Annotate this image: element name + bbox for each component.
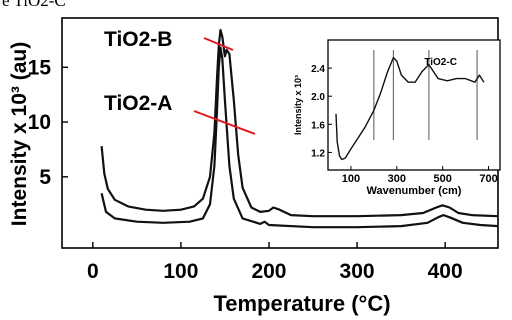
inset-x-tick-label: 300 — [388, 173, 406, 185]
x-tick-label: 200 — [251, 260, 286, 283]
y-axis-label: Intensity x 10³ (au) — [8, 42, 31, 226]
y-tick-label: 10 — [28, 111, 51, 134]
series-line-tio2-b — [100, 28, 499, 218]
y-tick-label: 15 — [28, 56, 52, 79]
inset-y-tick-label: 2.4 — [311, 64, 325, 75]
inset-x-tick-label: 500 — [433, 173, 451, 185]
inset-x-tick-label: 700 — [479, 173, 497, 185]
x-tick-label: 0 — [87, 260, 99, 283]
inset-frame — [327, 39, 501, 171]
x-tick-label: 100 — [163, 260, 198, 283]
inset-y-tick-label: 2.0 — [311, 92, 325, 103]
inset-chart: 100 300 500 700 1.2 1.6 2.0 2.4 Wavenumber (cm) I… — [293, 39, 501, 197]
series-line-tio2-a — [100, 46, 499, 229]
x-tick-label: 300 — [340, 260, 375, 283]
x-tick-label: 400 — [428, 260, 463, 283]
inset-y-tick-label: 1.2 — [311, 148, 325, 159]
inset-y-axis-label: Intensity x 10³ — [293, 75, 303, 135]
annotation-leader-tio2-b — [203, 37, 234, 51]
x-axis-label: Temperature (°C) — [213, 291, 390, 316]
inset-series-line — [335, 56, 485, 161]
annotation-tio2-a: TiO2-A — [104, 92, 172, 115]
annotation-leader-tio2-a — [193, 110, 256, 135]
inset-x-tick-label: 100 — [342, 173, 360, 185]
inset-y-tick-label: 1.6 — [311, 120, 325, 131]
annotation-tio2-b: TiO2-B — [104, 28, 172, 51]
inset-x-axis-label: Wavenumber (cm) — [367, 185, 462, 197]
y-tick-label: 5 — [39, 166, 51, 189]
inset-title: TiO2-C — [424, 57, 457, 68]
corner-caption: e TiO2-C — [2, 0, 66, 10]
